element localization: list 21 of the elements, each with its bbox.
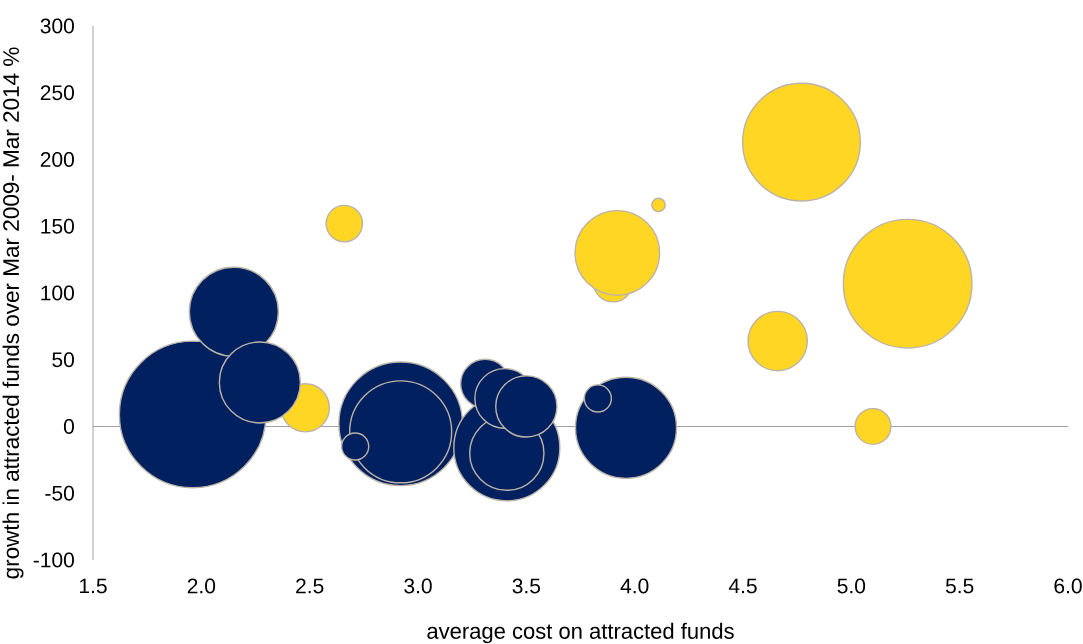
y-tick-label: 300 [40, 18, 74, 34]
x-tick-label: 3.5 [512, 578, 541, 594]
x-tick-label: 1.5 [80, 578, 107, 594]
x-tick-label: 5.0 [837, 578, 866, 594]
x-tick-label: 2.5 [296, 578, 324, 594]
y-tick-label: 150 [41, 218, 74, 234]
y-axis-title: growth in attracted funds over Mar 2009- Mar 2014 % [2, 47, 24, 579]
y-tick-label: -100 [33, 552, 74, 568]
x-tick-label: 4.5 [728, 578, 757, 594]
y-tick-label: -50 [45, 485, 74, 501]
x-tick-label: 6.0 [1054, 578, 1082, 594]
y-tick-label: 0 [63, 419, 74, 434]
y-tick-label: 200 [40, 152, 74, 167]
x-tick-label: 4.0 [620, 578, 649, 594]
x-axis-title: average cost on attracted funds [427, 622, 734, 644]
x-tick-label: 3.0 [404, 578, 432, 594]
x-tick-label: 5.5 [945, 578, 974, 594]
y-tick-label: 50 [52, 352, 74, 368]
x-tick-label: 2.0 [187, 578, 216, 594]
y-tick-label: 100 [41, 285, 74, 301]
y-tick-label: 250 [40, 85, 74, 101]
